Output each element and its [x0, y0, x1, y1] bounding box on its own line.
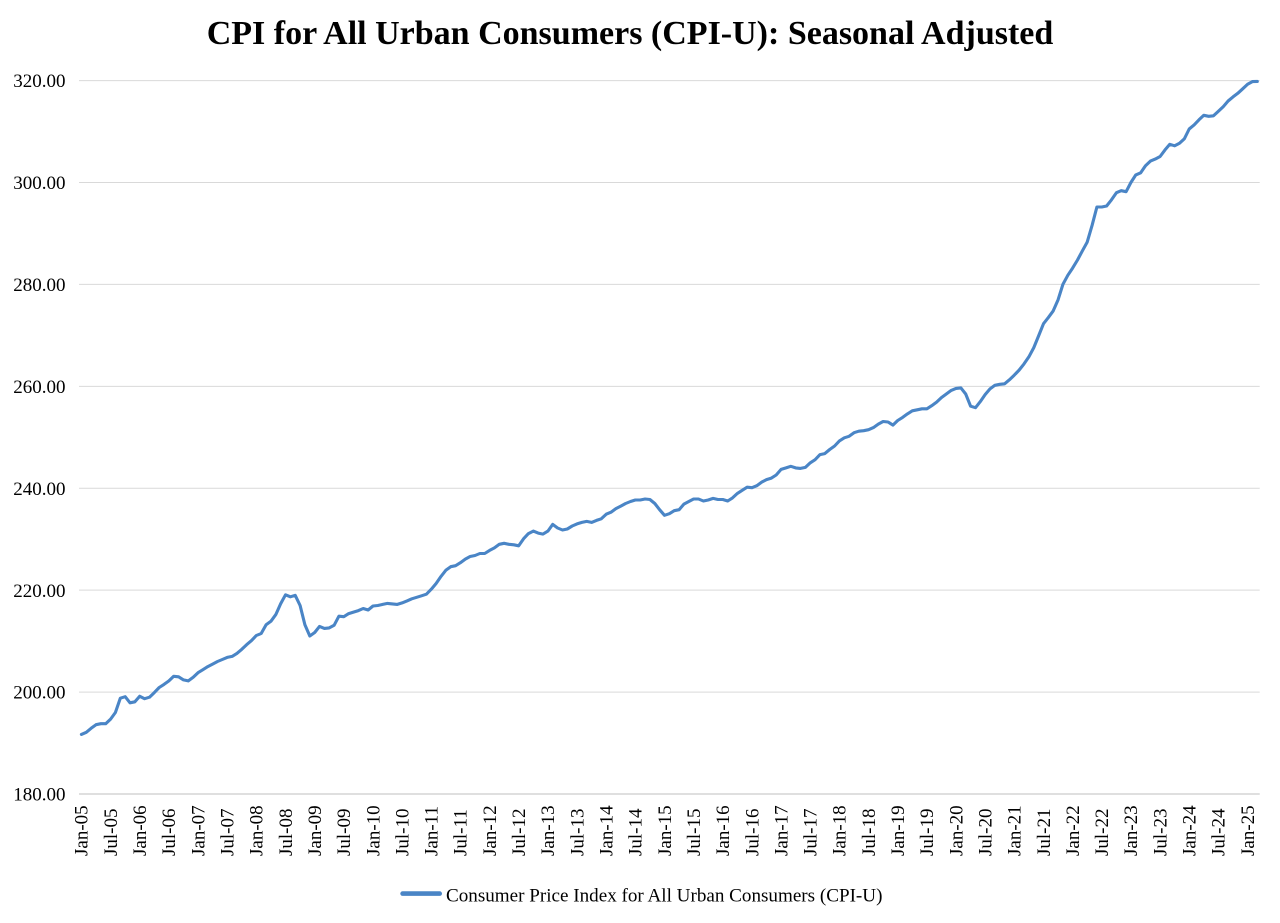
svg-text:Jul-05: Jul-05 [101, 809, 122, 857]
svg-text:Jan-13: Jan-13 [538, 805, 559, 856]
svg-text:220.00: 220.00 [13, 581, 65, 602]
svg-text:Jul-17: Jul-17 [801, 809, 822, 857]
svg-text:Jul-13: Jul-13 [567, 809, 588, 857]
svg-text:Jan-20: Jan-20 [946, 805, 967, 856]
svg-text:Jul-16: Jul-16 [742, 809, 763, 857]
svg-text:260.00: 260.00 [13, 377, 65, 398]
svg-text:Jul-23: Jul-23 [1150, 809, 1171, 857]
svg-text:Jan-25: Jan-25 [1238, 805, 1259, 856]
svg-text:Jan-24: Jan-24 [1180, 805, 1201, 856]
svg-text:Jan-23: Jan-23 [1121, 805, 1142, 856]
svg-text:280.00: 280.00 [13, 275, 65, 296]
svg-text:Jan-11: Jan-11 [422, 806, 443, 856]
svg-text:Jan-18: Jan-18 [830, 805, 851, 856]
svg-text:Jul-20: Jul-20 [976, 809, 997, 857]
svg-text:300.00: 300.00 [13, 173, 65, 194]
svg-text:320.00: 320.00 [13, 71, 65, 92]
svg-text:Jul-21: Jul-21 [1034, 809, 1055, 857]
svg-text:Jul-11: Jul-11 [451, 809, 472, 856]
svg-text:Jan-15: Jan-15 [655, 805, 676, 856]
svg-text:Jan-09: Jan-09 [305, 805, 326, 856]
svg-text:Jan-21: Jan-21 [1005, 805, 1026, 856]
svg-text:Jul-15: Jul-15 [684, 809, 705, 857]
svg-text:Jan-14: Jan-14 [597, 805, 618, 856]
svg-text:Jan-19: Jan-19 [888, 805, 909, 856]
svg-text:Jul-06: Jul-06 [159, 809, 180, 857]
svg-text:Jul-10: Jul-10 [392, 809, 413, 857]
svg-text:Jan-06: Jan-06 [130, 805, 151, 856]
svg-text:Jan-22: Jan-22 [1063, 805, 1084, 856]
svg-text:240.00: 240.00 [13, 479, 65, 500]
svg-text:Jul-14: Jul-14 [626, 808, 647, 856]
svg-text:180.00: 180.00 [13, 785, 65, 806]
svg-text:Jul-12: Jul-12 [509, 809, 530, 857]
svg-text:CPI for All Urban Consumers (C: CPI for All Urban Consumers (CPI-U): Sea… [207, 15, 1054, 52]
svg-text:200.00: 200.00 [13, 683, 65, 704]
svg-text:Jan-16: Jan-16 [713, 805, 734, 856]
svg-text:Jul-08: Jul-08 [276, 809, 297, 857]
svg-text:Jan-08: Jan-08 [247, 805, 268, 856]
svg-text:Jul-19: Jul-19 [917, 809, 938, 857]
svg-text:Jul-24: Jul-24 [1209, 808, 1230, 856]
svg-text:Jul-07: Jul-07 [218, 809, 239, 857]
svg-text:Jan-17: Jan-17 [771, 805, 792, 856]
svg-text:Jul-18: Jul-18 [859, 809, 880, 857]
svg-text:Jan-05: Jan-05 [72, 805, 93, 856]
svg-text:Jan-12: Jan-12 [480, 805, 501, 856]
svg-text:Jan-07: Jan-07 [188, 805, 209, 856]
svg-text:Jan-10: Jan-10 [363, 805, 384, 856]
svg-text:Consumer Price Index for All U: Consumer Price Index for All Urban Consu… [446, 885, 882, 906]
svg-text:Jul-22: Jul-22 [1092, 809, 1113, 857]
svg-text:Jul-09: Jul-09 [334, 809, 355, 857]
